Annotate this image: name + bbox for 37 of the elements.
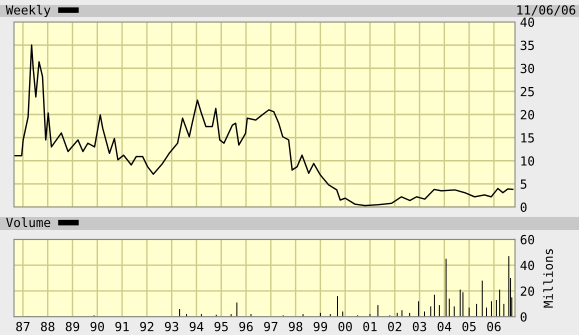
y-tick-label: 35 [520,40,534,50]
y-tick-label: 10 [521,156,534,166]
x-tick-label: 91 [115,322,129,332]
x-tick-label: 97 [264,322,278,332]
y-tick-label: 25 [520,86,534,96]
x-tick-label: 89 [66,322,80,332]
x-tick-label: 88 [40,322,54,332]
x-tick-label: 93 [164,322,178,332]
x-tick-label: 02 [388,322,402,332]
x-tick-label: 00 [338,322,352,332]
text: 11/06/06 [517,5,576,16]
y-tick-label: 0 [520,312,527,322]
x-tick-label: 98 [288,322,302,332]
y-tick-label: 5 [520,180,526,189]
x-tick-label: 94 [190,322,204,332]
x-tick-label: 03 [412,322,426,332]
y-tick-label: 40 [520,18,534,27]
y-axis-title: Millions [543,249,553,308]
y-tick-label: 20 [520,110,534,120]
x-tick-label: 87 [16,322,30,332]
x-tick-label: 90 [90,322,104,332]
y-tick-label: 15 [521,133,534,143]
legend-label: Weekly [6,4,50,18]
x-tick-label: 04 [438,322,452,332]
x-tick-label: 95 [214,322,228,332]
y-tick-label: 40 [520,260,534,270]
y-tick-label: 0 [520,202,527,212]
y-tick-label: 20 [520,286,534,296]
y-tick-label: 60 [520,234,534,244]
x-tick-label: 99 [314,322,328,332]
y-tick-label: 30 [520,64,534,74]
legend-label: Volume [6,217,50,228]
x-tick-label: 96 [239,322,253,332]
x-tick-label: 92 [140,322,154,332]
x-tick-label: 01 [363,322,377,332]
x-tick-label: 06 [487,322,501,332]
x-tick-label: 05 [462,322,476,332]
